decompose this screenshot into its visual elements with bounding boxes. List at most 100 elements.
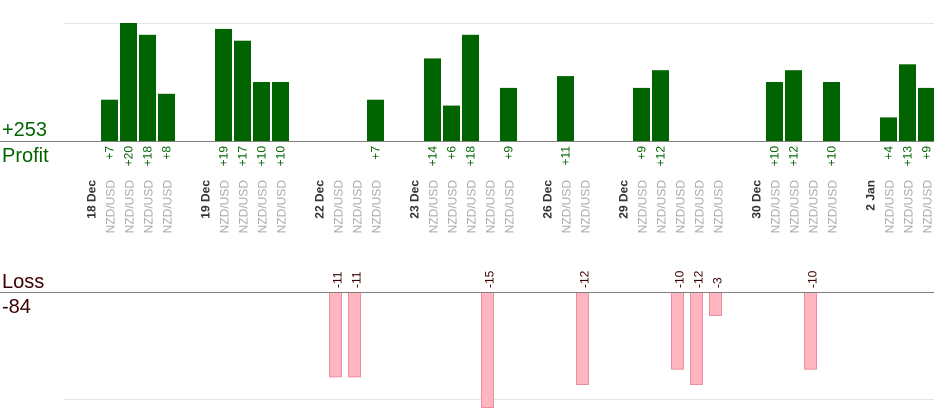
profit-value-label: +12: [654, 146, 668, 167]
profit-bar: [785, 70, 802, 141]
date-label: 18 Dec: [85, 180, 99, 219]
loss-total: -84: [2, 296, 31, 318]
profit-value-label: +9: [920, 146, 934, 160]
loss-bar: [576, 292, 589, 385]
pair-label: NZD/USD: [902, 180, 916, 234]
profit-bar: [557, 76, 574, 141]
profit-bar: [633, 87, 650, 141]
profit-bar: [918, 87, 934, 141]
pair-label: NZD/USD: [921, 180, 934, 234]
profit-bar: [424, 58, 441, 141]
profit-bar: [899, 64, 916, 141]
loss-label: Loss: [2, 271, 45, 293]
profit-value-label: +10: [255, 146, 269, 167]
profit-value-label: +6: [445, 146, 459, 160]
pair-label: NZD/USD: [237, 180, 251, 234]
pair-label: NZD/USD: [351, 180, 365, 234]
pair-label: NZD/USD: [104, 180, 118, 234]
profit-bar: [215, 28, 232, 141]
loss-value-label: -12: [578, 270, 592, 288]
pair-label: NZD/USD: [788, 180, 802, 234]
pair-label: NZD/USD: [484, 180, 498, 234]
profit-value-label: +8: [160, 146, 174, 160]
date-label: 23 Dec: [408, 180, 422, 219]
pair-label: NZD/USD: [465, 180, 479, 234]
pair-label: NZD/USD: [655, 180, 669, 234]
pair-label: NZD/USD: [636, 180, 650, 234]
profit-value-label: +12: [787, 146, 801, 167]
profit-value-label: +4: [882, 146, 896, 160]
profit-value-label: +18: [141, 146, 155, 167]
pair-label: NZD/USD: [142, 180, 156, 234]
loss-value-label: -10: [673, 270, 687, 288]
profit-bar: [367, 99, 384, 141]
pair-label: NZD/USD: [560, 180, 574, 234]
profit-bar: [443, 105, 460, 141]
profit-bar: [823, 82, 840, 141]
pair-label: NZD/USD: [807, 180, 821, 234]
profit-value-label: +7: [369, 146, 383, 160]
pair-label: NZD/USD: [123, 180, 137, 234]
profit-total: +253: [2, 119, 48, 141]
profit-value-label: +14: [426, 146, 440, 167]
profit-value-label: +10: [274, 146, 288, 167]
pair-label: NZD/USD: [503, 180, 517, 234]
profit-value-label: +10: [825, 146, 839, 167]
profit-bar: [234, 40, 251, 142]
profit-value-label: +17: [236, 146, 250, 167]
loss-bar: [481, 292, 494, 408]
profit-bar: [253, 82, 270, 141]
pair-label: NZD/USD: [712, 180, 726, 234]
loss-value-label: -12: [692, 270, 706, 288]
date-label: 2 Jan: [864, 180, 878, 211]
profit-value-label: +7: [103, 146, 117, 160]
pair-label: NZD/USD: [769, 180, 783, 234]
profit-bar: [766, 82, 783, 141]
loss-value-label: -11: [350, 271, 364, 288]
profit-value-label: +9: [635, 146, 649, 160]
pair-label: NZD/USD: [883, 180, 897, 234]
profit-value-label: +11: [559, 146, 573, 166]
profit-bar: [158, 93, 175, 141]
date-label: 22 Dec: [313, 180, 327, 219]
pair-label: NZD/USD: [693, 180, 707, 234]
date-label: 30 Dec: [750, 180, 764, 219]
loss-value-label: -10: [806, 270, 820, 288]
date-label: 19 Dec: [199, 180, 213, 219]
pair-label: NZD/USD: [275, 180, 289, 234]
date-label: 29 Dec: [617, 180, 631, 219]
profit-bar: [120, 23, 137, 141]
profit-value-label: +20: [122, 146, 136, 167]
loss-bar: [804, 292, 817, 370]
pair-label: NZD/USD: [218, 180, 232, 234]
pair-label: NZD/USD: [161, 180, 175, 234]
profit-value-label: +13: [901, 146, 915, 167]
pair-label: NZD/USD: [370, 180, 384, 234]
date-label: 26 Dec: [541, 180, 555, 219]
loss-bar: [329, 292, 342, 378]
pair-label: NZD/USD: [427, 180, 441, 234]
profit-value-label: +18: [464, 146, 478, 167]
profit-bar: [272, 82, 289, 141]
loss-value-label: -3: [711, 277, 725, 288]
pair-label: NZD/USD: [579, 180, 593, 234]
profit-bar: [101, 99, 118, 141]
profit-value-label: +9: [502, 146, 516, 160]
pair-label: NZD/USD: [332, 180, 346, 234]
profit-bar: [652, 70, 669, 141]
loss-bar: [348, 292, 361, 378]
pair-label: NZD/USD: [446, 180, 460, 234]
profit-bar: [500, 87, 517, 141]
profit-bar: [880, 117, 897, 141]
pair-label: NZD/USD: [674, 180, 688, 234]
loss-value-label: -15: [483, 270, 497, 288]
loss-value-label: -11: [331, 271, 345, 288]
loss-bar: [671, 292, 684, 370]
pair-label: NZD/USD: [826, 180, 840, 234]
pair-label: NZD/USD: [256, 180, 270, 234]
loss-bar: [690, 292, 703, 385]
profit-value-label: +10: [768, 146, 782, 167]
profit-label: Profit: [2, 145, 49, 167]
profit-value-label: +19: [217, 146, 231, 167]
